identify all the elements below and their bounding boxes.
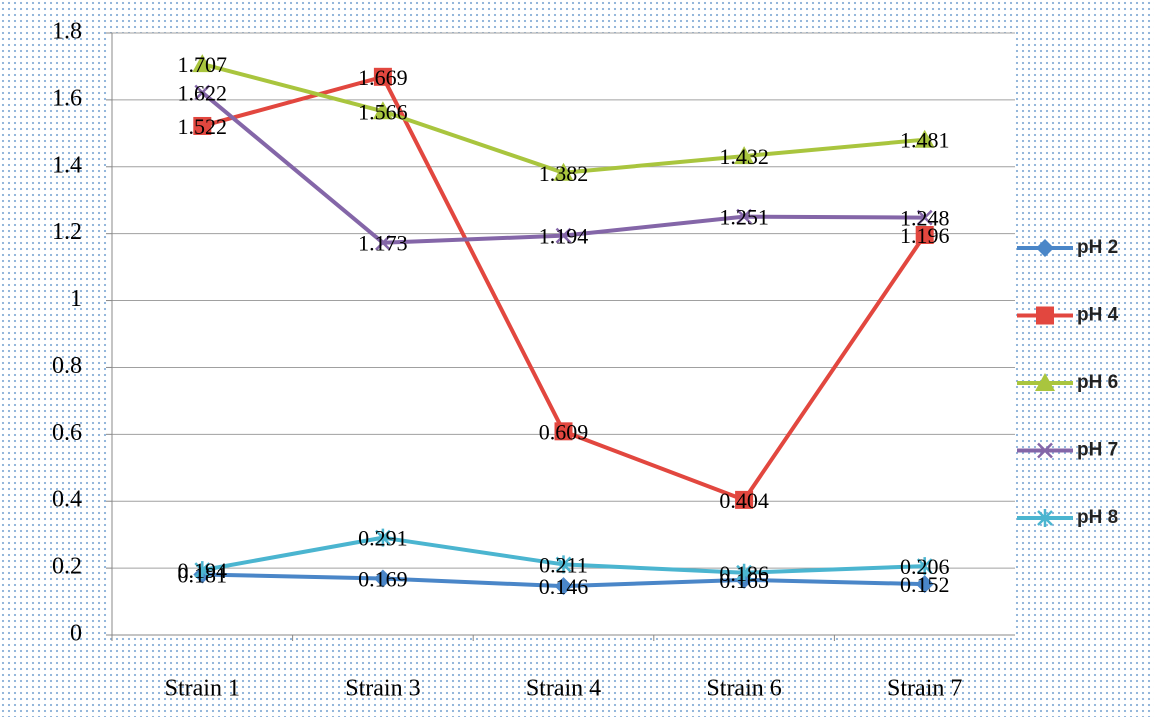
y-tick-label: 1 [70,286,82,312]
marker [375,528,391,547]
data-label: 1.432 [719,144,769,169]
marker [373,569,392,588]
data-label: 1.622 [178,81,228,106]
marker [554,422,573,441]
data-label: 0.291 [358,526,408,551]
marker [735,490,754,509]
data-label: 1.173 [358,231,408,256]
marker [1037,509,1053,527]
x-tick-label: Strain 4 [526,676,601,702]
marker [915,575,934,594]
legend-label: pH 6 [1077,372,1118,393]
marker [916,557,933,576]
y-tick-label: 0 [70,621,82,647]
x-tick-label: Strain 7 [887,676,962,702]
marker [916,209,933,226]
data-label: 0.169 [358,567,408,592]
y-tick-label: 1.2 [52,219,82,245]
data-label: 0.165 [719,568,769,593]
legend-label: pH 4 [1077,305,1119,326]
data-label: 0.609 [539,419,589,444]
marker [555,227,572,244]
data-label: 0.152 [900,572,950,597]
y-tick-label: 0.4 [52,487,82,513]
data-label: 1.382 [539,161,589,186]
marker [1036,239,1054,257]
data-label: 1.194 [539,224,589,249]
data-label: 1.248 [900,206,950,231]
y-tick-label: 0.6 [52,420,82,446]
marker [375,234,391,251]
legend-label: pH 8 [1077,507,1118,528]
data-label: 0.194 [178,558,228,583]
y-tick-label: 0.8 [52,353,82,379]
y-tick-label: 1.6 [52,85,82,111]
data-label: 0.211 [539,552,588,577]
data-label: 1.196 [900,223,950,248]
plot-area [110,33,1015,635]
marker [1037,442,1053,459]
marker [554,577,573,596]
marker [914,129,935,148]
marker [734,146,755,165]
data-label: 0.206 [900,554,950,579]
data-label: 1.669 [358,65,408,90]
y-tick-label: 1.4 [52,152,82,178]
data-label: 1.566 [358,99,408,124]
data-label: 1.481 [900,128,950,153]
marker [194,84,211,101]
data-label: 1.522 [178,114,228,139]
data-label: 0.404 [719,488,769,513]
marker [915,226,934,245]
marker [553,162,574,181]
marker [736,208,752,225]
marker [373,67,392,86]
y-tick-label: 1.8 [52,19,82,45]
marker [1035,373,1055,391]
x-tick-label: Strain 1 [165,676,240,702]
marker [192,54,213,73]
legend-label: pH 2 [1077,237,1118,258]
marker [194,561,211,580]
data-label: 0.186 [719,561,769,586]
x-tick-label: Strain 3 [345,676,420,702]
marker [372,101,393,120]
x-tick-label: Strain 6 [706,676,781,702]
y-tick-label: 0.2 [52,554,82,580]
marker [193,116,212,135]
legend-label: pH 7 [1077,440,1118,461]
data-label: 1.251 [719,205,769,230]
data-label: 0.181 [178,563,228,588]
marker [736,563,752,582]
marker [555,555,572,574]
data-label: 0.146 [539,574,589,599]
data-label: 1.707 [178,52,228,77]
marker [1036,306,1054,325]
